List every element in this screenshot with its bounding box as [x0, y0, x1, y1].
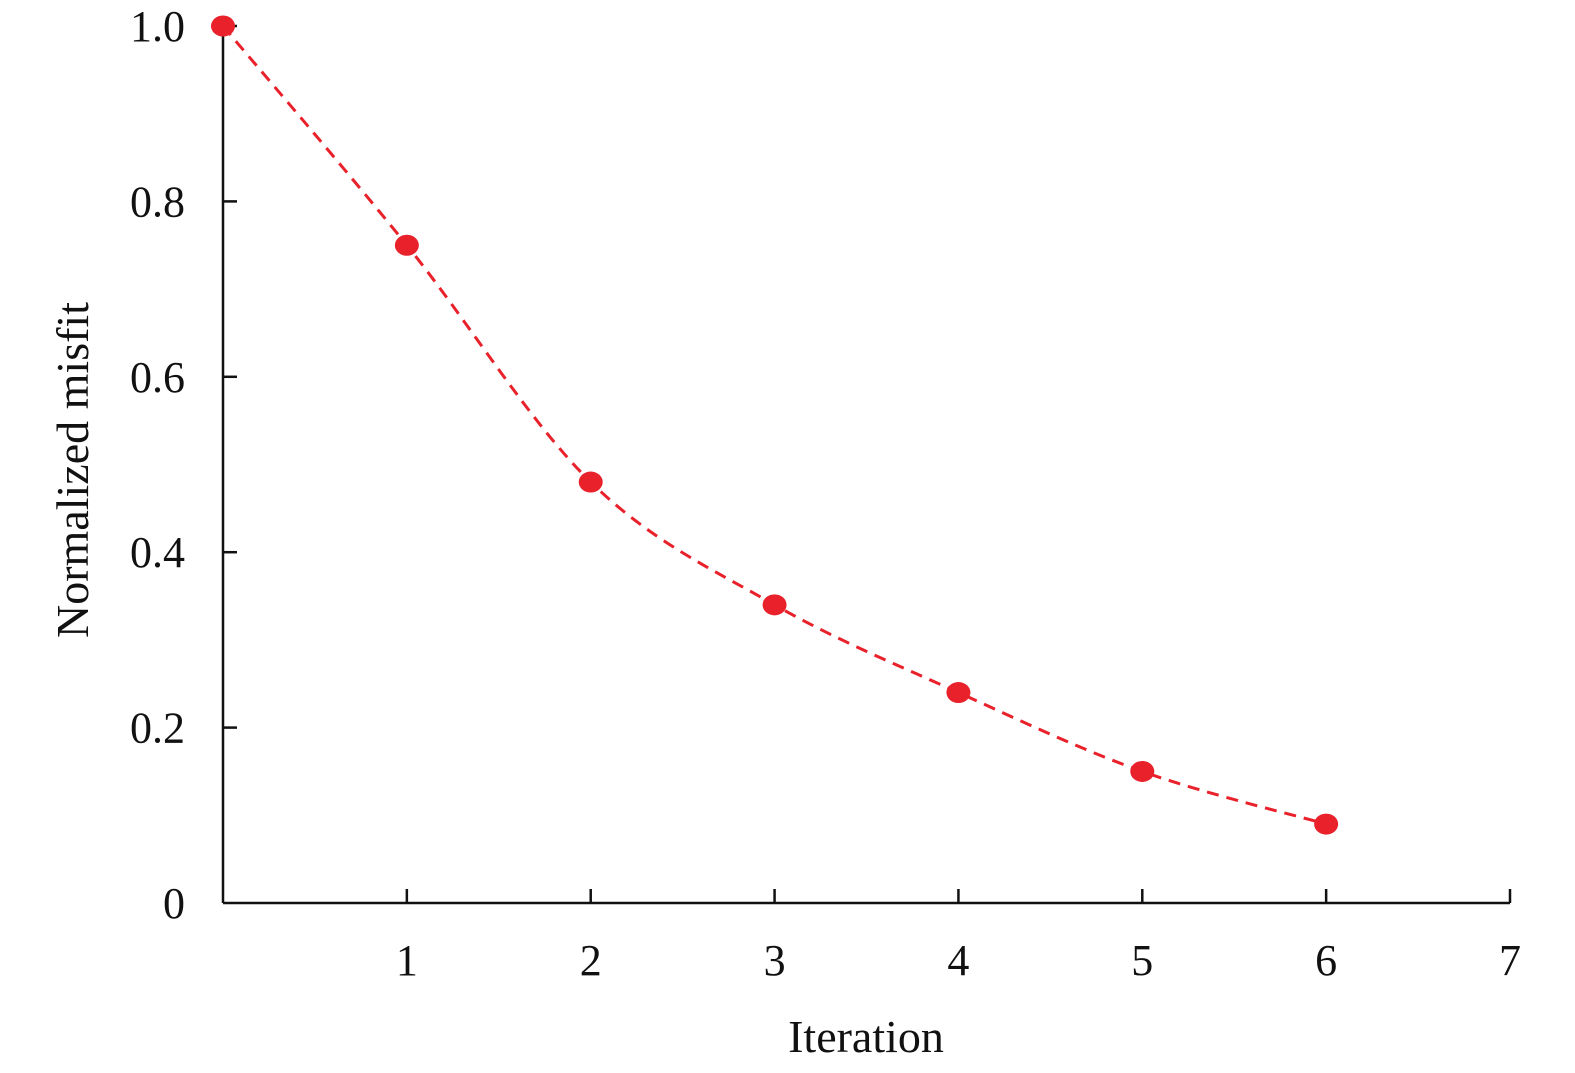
y-tick-label: 0 [163, 879, 185, 928]
x-tick-label: 1 [396, 936, 418, 985]
data-point [211, 15, 235, 37]
x-ticks: 1 2 3 4 5 6 7 [396, 889, 1521, 985]
x-tick-label: 4 [947, 936, 969, 985]
x-axis-label: Iteration [788, 1011, 944, 1062]
series-line [221, 25, 1327, 826]
data-point [1130, 760, 1155, 782]
x-tick-label: 2 [580, 936, 602, 985]
y-tick-label: 1.0 [130, 2, 185, 51]
y-tick-label: 0.2 [130, 704, 185, 753]
y-tick-label: 0.4 [130, 528, 185, 577]
y-tick-label: 0.8 [130, 177, 185, 226]
y-ticks: 0 0.2 0.4 0.6 0.8 1.0 [130, 2, 237, 928]
x-tick-label: 6 [1315, 936, 1337, 985]
x-tick-label: 5 [1131, 936, 1153, 985]
data-point [1314, 813, 1339, 835]
y-tick-label: 0.6 [130, 353, 185, 402]
data-point [394, 234, 419, 256]
x-tick-label: 7 [1499, 936, 1521, 985]
x-tick-label: 3 [764, 936, 786, 985]
series-layer [211, 15, 1339, 835]
y-axis-label: Normalized misfit [47, 302, 98, 638]
data-point [762, 594, 787, 616]
data-point [578, 471, 603, 493]
axes [221, 26, 1510, 905]
data-point [946, 682, 971, 704]
